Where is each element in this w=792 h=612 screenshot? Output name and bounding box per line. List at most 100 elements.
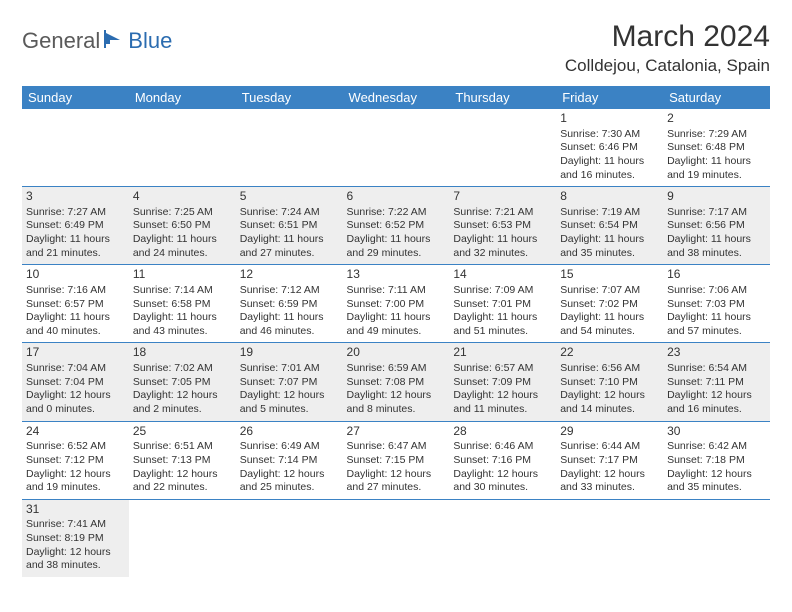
sunset-text: Sunset: 7:13 PM bbox=[133, 454, 232, 468]
sunrise-text: Sunrise: 7:12 AM bbox=[240, 284, 339, 298]
day-number: 29 bbox=[560, 424, 659, 440]
daylight-text: Daylight: 12 hours and 5 minutes. bbox=[240, 389, 339, 416]
sunset-text: Sunset: 7:18 PM bbox=[667, 454, 766, 468]
day-number: 27 bbox=[347, 424, 446, 440]
sunset-text: Sunset: 7:08 PM bbox=[347, 376, 446, 390]
daylight-text: Daylight: 11 hours and 24 minutes. bbox=[133, 233, 232, 260]
daylight-text: Daylight: 11 hours and 35 minutes. bbox=[560, 233, 659, 260]
calendar-table: Sunday Monday Tuesday Wednesday Thursday… bbox=[22, 86, 770, 577]
day-number: 15 bbox=[560, 267, 659, 283]
calendar-cell bbox=[556, 499, 663, 577]
sunset-text: Sunset: 6:59 PM bbox=[240, 298, 339, 312]
daylight-text: Daylight: 12 hours and 22 minutes. bbox=[133, 468, 232, 495]
day-number: 4 bbox=[133, 189, 232, 205]
sunrise-text: Sunrise: 7:30 AM bbox=[560, 128, 659, 142]
sunrise-text: Sunrise: 6:54 AM bbox=[667, 362, 766, 376]
calendar-week-row: 24Sunrise: 6:52 AMSunset: 7:12 PMDayligh… bbox=[22, 421, 770, 499]
day-number: 21 bbox=[453, 345, 552, 361]
day-number: 12 bbox=[240, 267, 339, 283]
sunrise-text: Sunrise: 7:24 AM bbox=[240, 206, 339, 220]
sunrise-text: Sunrise: 6:56 AM bbox=[560, 362, 659, 376]
day-header: Saturday bbox=[663, 86, 770, 109]
sunset-text: Sunset: 7:17 PM bbox=[560, 454, 659, 468]
calendar-cell: 26Sunrise: 6:49 AMSunset: 7:14 PMDayligh… bbox=[236, 421, 343, 499]
calendar-cell: 5Sunrise: 7:24 AMSunset: 6:51 PMDaylight… bbox=[236, 187, 343, 265]
calendar-cell bbox=[236, 109, 343, 187]
day-number: 19 bbox=[240, 345, 339, 361]
calendar-cell: 10Sunrise: 7:16 AMSunset: 6:57 PMDayligh… bbox=[22, 265, 129, 343]
sunrise-text: Sunrise: 6:49 AM bbox=[240, 440, 339, 454]
day-number: 31 bbox=[26, 502, 125, 518]
sunset-text: Sunset: 7:01 PM bbox=[453, 298, 552, 312]
day-number: 6 bbox=[347, 189, 446, 205]
day-number: 14 bbox=[453, 267, 552, 283]
day-number: 9 bbox=[667, 189, 766, 205]
calendar-cell: 1Sunrise: 7:30 AMSunset: 6:46 PMDaylight… bbox=[556, 109, 663, 187]
calendar-cell bbox=[449, 499, 556, 577]
sunrise-text: Sunrise: 7:09 AM bbox=[453, 284, 552, 298]
calendar-cell bbox=[22, 109, 129, 187]
sunset-text: Sunset: 7:10 PM bbox=[560, 376, 659, 390]
sunrise-text: Sunrise: 6:46 AM bbox=[453, 440, 552, 454]
daylight-text: Daylight: 12 hours and 0 minutes. bbox=[26, 389, 125, 416]
sunset-text: Sunset: 7:09 PM bbox=[453, 376, 552, 390]
calendar-cell: 28Sunrise: 6:46 AMSunset: 7:16 PMDayligh… bbox=[449, 421, 556, 499]
sunrise-text: Sunrise: 7:19 AM bbox=[560, 206, 659, 220]
calendar-week-row: 3Sunrise: 7:27 AMSunset: 6:49 PMDaylight… bbox=[22, 187, 770, 265]
daylight-text: Daylight: 12 hours and 2 minutes. bbox=[133, 389, 232, 416]
sunset-text: Sunset: 6:51 PM bbox=[240, 219, 339, 233]
calendar-cell: 12Sunrise: 7:12 AMSunset: 6:59 PMDayligh… bbox=[236, 265, 343, 343]
daylight-text: Daylight: 11 hours and 49 minutes. bbox=[347, 311, 446, 338]
sunrise-text: Sunrise: 6:51 AM bbox=[133, 440, 232, 454]
calendar-cell: 15Sunrise: 7:07 AMSunset: 7:02 PMDayligh… bbox=[556, 265, 663, 343]
calendar-cell bbox=[129, 109, 236, 187]
sunrise-text: Sunrise: 7:11 AM bbox=[347, 284, 446, 298]
calendar-cell: 20Sunrise: 6:59 AMSunset: 7:08 PMDayligh… bbox=[343, 343, 450, 421]
sunset-text: Sunset: 6:46 PM bbox=[560, 141, 659, 155]
logo-text-general: General bbox=[22, 28, 100, 54]
day-number: 22 bbox=[560, 345, 659, 361]
day-header: Sunday bbox=[22, 86, 129, 109]
day-number: 8 bbox=[560, 189, 659, 205]
sunrise-text: Sunrise: 7:41 AM bbox=[26, 518, 125, 532]
day-header: Friday bbox=[556, 86, 663, 109]
day-number: 25 bbox=[133, 424, 232, 440]
sunset-text: Sunset: 6:56 PM bbox=[667, 219, 766, 233]
sunrise-text: Sunrise: 7:02 AM bbox=[133, 362, 232, 376]
calendar-cell: 18Sunrise: 7:02 AMSunset: 7:05 PMDayligh… bbox=[129, 343, 236, 421]
sunset-text: Sunset: 7:12 PM bbox=[26, 454, 125, 468]
day-number: 30 bbox=[667, 424, 766, 440]
sunset-text: Sunset: 6:50 PM bbox=[133, 219, 232, 233]
logo-flag-icon bbox=[104, 30, 126, 53]
day-number: 17 bbox=[26, 345, 125, 361]
sunrise-text: Sunrise: 6:52 AM bbox=[26, 440, 125, 454]
daylight-text: Daylight: 11 hours and 46 minutes. bbox=[240, 311, 339, 338]
sunrise-text: Sunrise: 7:17 AM bbox=[667, 206, 766, 220]
calendar-cell: 27Sunrise: 6:47 AMSunset: 7:15 PMDayligh… bbox=[343, 421, 450, 499]
calendar-cell bbox=[129, 499, 236, 577]
calendar-week-row: 1Sunrise: 7:30 AMSunset: 6:46 PMDaylight… bbox=[22, 109, 770, 187]
calendar-cell: 24Sunrise: 6:52 AMSunset: 7:12 PMDayligh… bbox=[22, 421, 129, 499]
sunset-text: Sunset: 7:03 PM bbox=[667, 298, 766, 312]
sunset-text: Sunset: 7:04 PM bbox=[26, 376, 125, 390]
day-number: 13 bbox=[347, 267, 446, 283]
title-block: March 2024 Colldejou, Catalonia, Spain bbox=[565, 20, 770, 76]
sunrise-text: Sunrise: 7:14 AM bbox=[133, 284, 232, 298]
daylight-text: Daylight: 12 hours and 35 minutes. bbox=[667, 468, 766, 495]
daylight-text: Daylight: 11 hours and 38 minutes. bbox=[667, 233, 766, 260]
sunset-text: Sunset: 6:58 PM bbox=[133, 298, 232, 312]
daylight-text: Daylight: 11 hours and 21 minutes. bbox=[26, 233, 125, 260]
calendar-week-row: 31Sunrise: 7:41 AMSunset: 8:19 PMDayligh… bbox=[22, 499, 770, 577]
calendar-cell: 17Sunrise: 7:04 AMSunset: 7:04 PMDayligh… bbox=[22, 343, 129, 421]
day-number: 23 bbox=[667, 345, 766, 361]
daylight-text: Daylight: 12 hours and 30 minutes. bbox=[453, 468, 552, 495]
day-number: 20 bbox=[347, 345, 446, 361]
sunrise-text: Sunrise: 6:42 AM bbox=[667, 440, 766, 454]
calendar-cell: 25Sunrise: 6:51 AMSunset: 7:13 PMDayligh… bbox=[129, 421, 236, 499]
calendar-week-row: 17Sunrise: 7:04 AMSunset: 7:04 PMDayligh… bbox=[22, 343, 770, 421]
calendar-cell: 23Sunrise: 6:54 AMSunset: 7:11 PMDayligh… bbox=[663, 343, 770, 421]
sunset-text: Sunset: 7:14 PM bbox=[240, 454, 339, 468]
daylight-text: Daylight: 12 hours and 25 minutes. bbox=[240, 468, 339, 495]
logo-text-blue: Blue bbox=[128, 28, 172, 54]
sunrise-text: Sunrise: 7:21 AM bbox=[453, 206, 552, 220]
